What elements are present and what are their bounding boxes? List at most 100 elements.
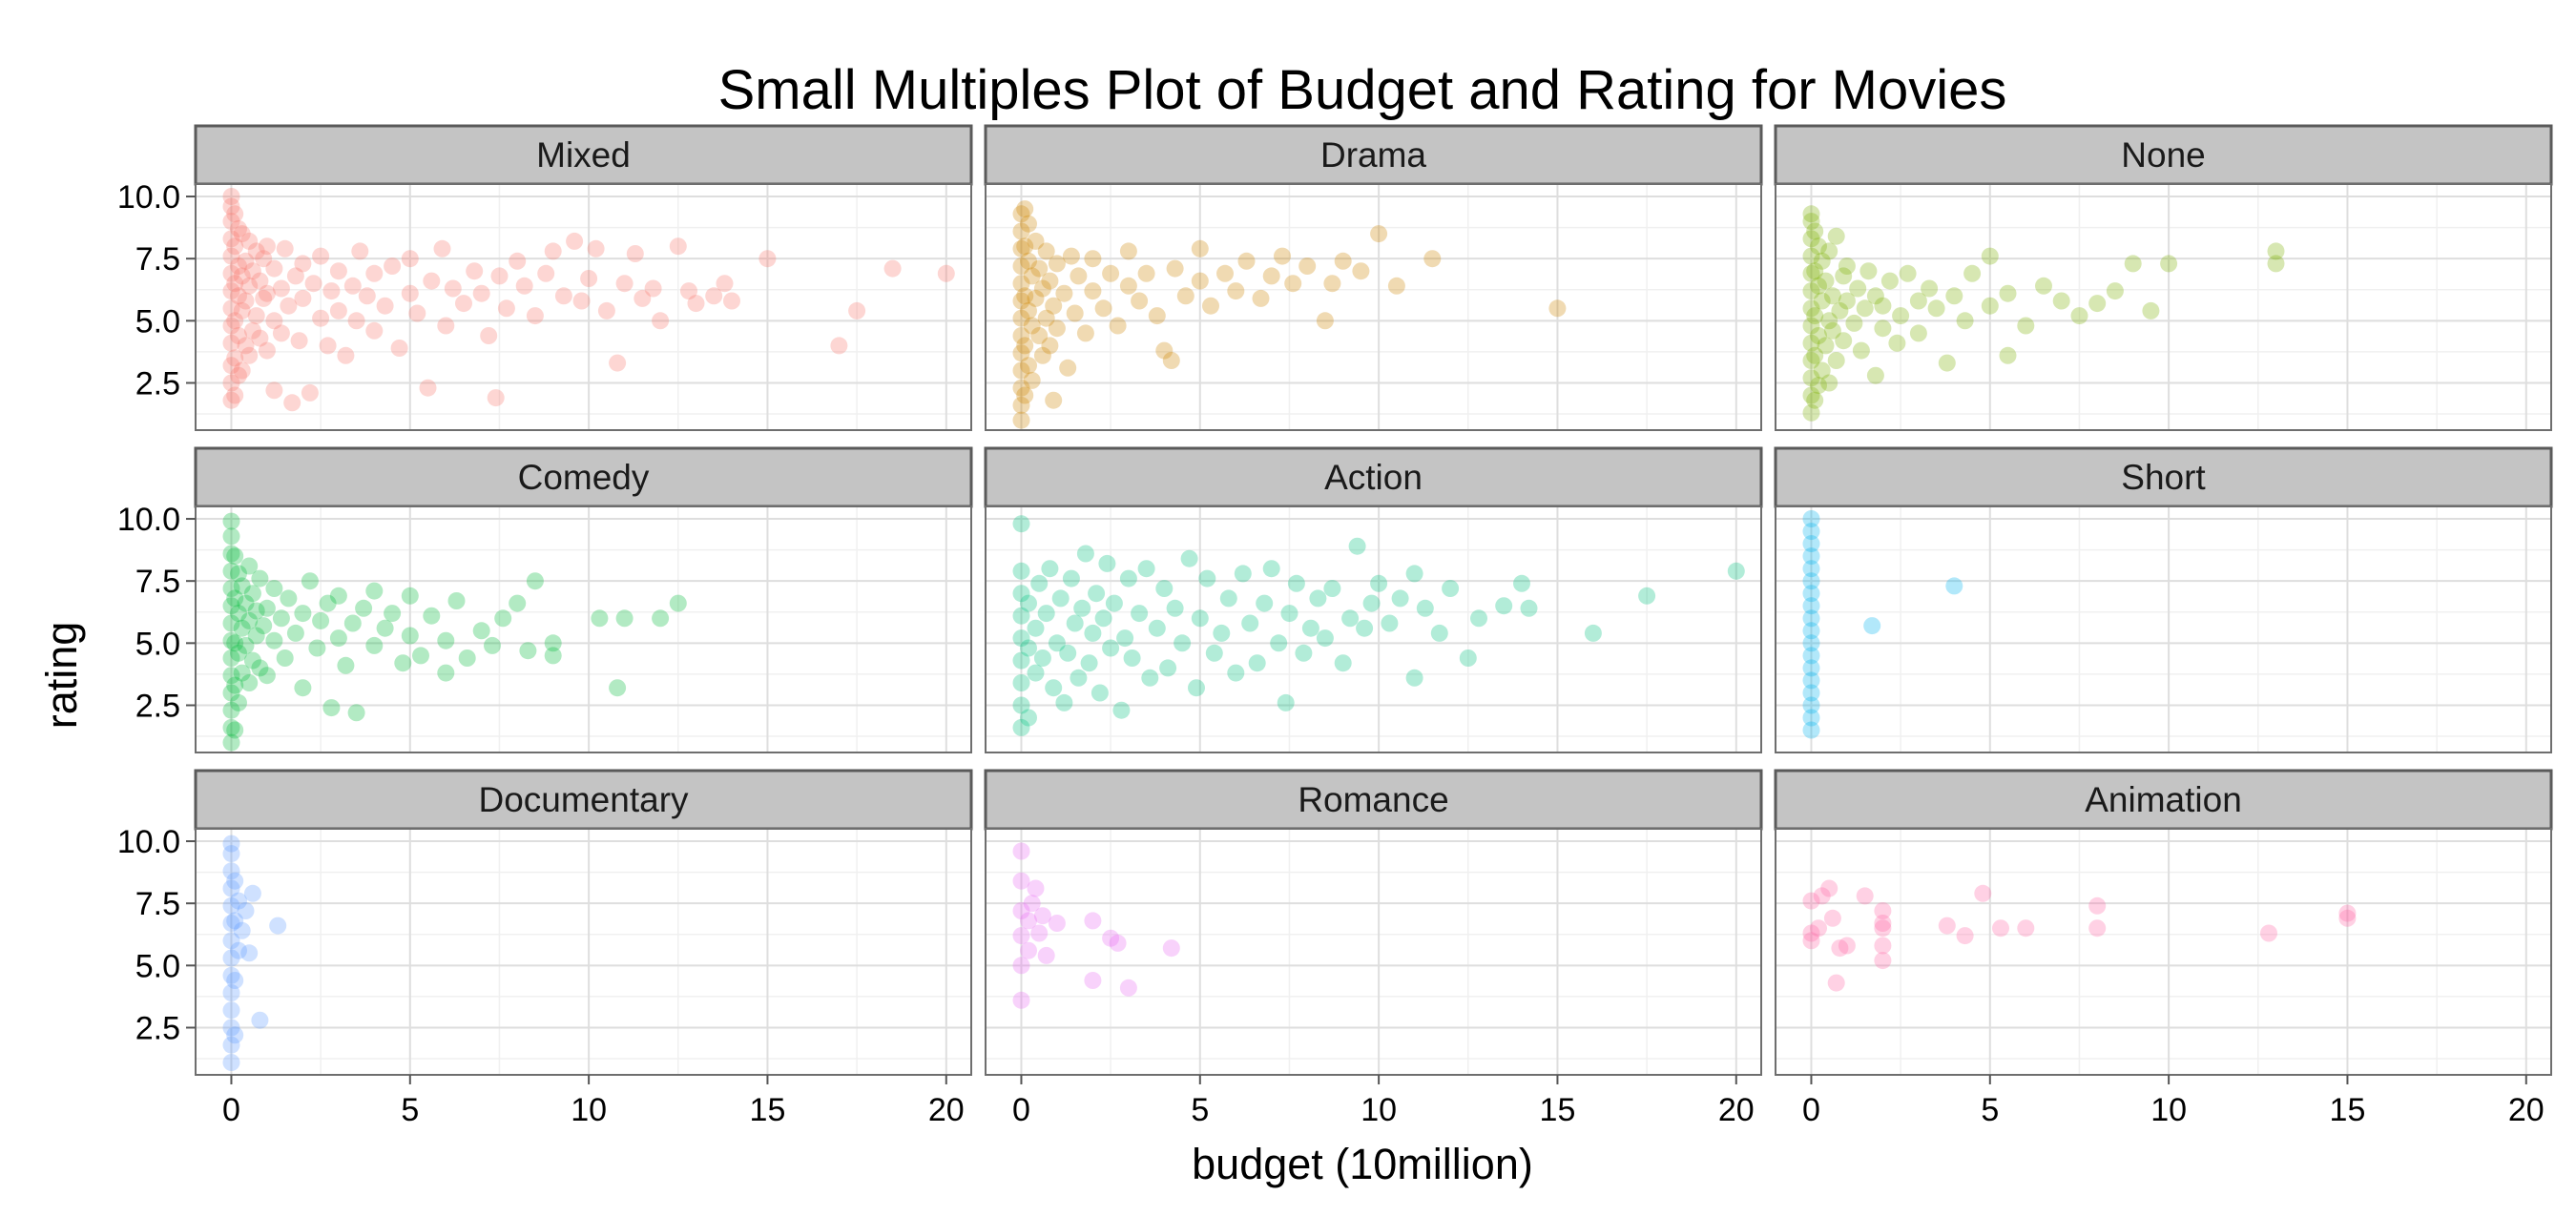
series-points xyxy=(1802,205,2285,422)
data-point xyxy=(222,614,240,632)
data-point xyxy=(1123,649,1141,667)
data-point xyxy=(1956,927,1974,945)
facet-strip-label: Animation xyxy=(2085,780,2242,819)
data-point xyxy=(1030,327,1049,344)
data-point xyxy=(1012,957,1030,975)
data-point xyxy=(243,585,261,603)
data-point xyxy=(1084,972,1102,989)
data-point xyxy=(230,565,247,583)
data-point xyxy=(1838,258,1856,275)
data-point xyxy=(1391,589,1409,608)
data-point xyxy=(1027,289,1045,307)
data-point xyxy=(230,366,247,384)
data-point xyxy=(1141,669,1159,687)
data-point xyxy=(1813,887,1831,905)
data-point xyxy=(401,627,419,645)
data-point xyxy=(1298,258,1317,275)
x-tick-label: 5 xyxy=(401,1092,419,1128)
data-point xyxy=(1301,619,1319,637)
data-point xyxy=(1084,282,1102,300)
data-point xyxy=(1838,292,1856,310)
data-point xyxy=(609,679,627,697)
data-point xyxy=(1548,299,1567,318)
data-point xyxy=(222,667,240,685)
facet-strip-label: None xyxy=(2121,135,2205,175)
data-point xyxy=(1227,664,1245,682)
data-point xyxy=(1405,669,1423,687)
data-point xyxy=(1202,297,1219,315)
data-point xyxy=(226,275,244,293)
data-point xyxy=(1802,535,1820,553)
data-point xyxy=(652,609,670,628)
data-point xyxy=(222,835,240,853)
facet-strip xyxy=(984,446,1763,508)
data-point xyxy=(1927,299,1945,318)
data-point xyxy=(652,312,670,330)
data-point xyxy=(1020,709,1037,727)
data-point xyxy=(265,312,283,330)
data-point xyxy=(237,636,255,654)
data-point xyxy=(1080,654,1098,672)
data-point xyxy=(1999,284,2017,302)
x-tick-label: 5 xyxy=(1981,1092,1999,1128)
data-point xyxy=(1945,287,1963,305)
data-point xyxy=(222,932,240,950)
data-point xyxy=(1205,644,1223,662)
data-point xyxy=(233,577,251,595)
data-point xyxy=(1162,352,1180,369)
data-point xyxy=(1180,549,1198,567)
data-point xyxy=(1045,297,1063,315)
data-point xyxy=(222,282,240,300)
data-point xyxy=(319,337,337,355)
panel-border xyxy=(1775,505,2552,753)
data-point xyxy=(1020,301,1037,319)
data-point xyxy=(258,237,276,256)
data-point xyxy=(1827,352,1845,369)
facet-strip xyxy=(194,769,973,831)
data-point xyxy=(423,607,441,625)
data-point xyxy=(283,394,301,412)
data-point xyxy=(1012,585,1030,603)
facet-strip-label: Documentary xyxy=(478,780,689,819)
data-point xyxy=(251,569,269,587)
data-point xyxy=(472,284,490,302)
data-point xyxy=(1974,884,1992,902)
data-point xyxy=(1109,317,1127,335)
data-point xyxy=(243,884,261,902)
data-point xyxy=(1012,205,1030,223)
x-tick-label: 0 xyxy=(1012,1092,1030,1128)
data-point xyxy=(1012,674,1030,691)
data-point xyxy=(626,245,644,262)
data-point xyxy=(1037,309,1055,327)
data-point xyxy=(222,317,240,335)
data-point xyxy=(1459,649,1477,667)
data-point xyxy=(490,267,509,285)
data-point xyxy=(1012,651,1030,670)
data-point xyxy=(272,609,290,628)
y-tick-label: 5.0 xyxy=(135,626,180,662)
data-point xyxy=(447,592,466,609)
data-point xyxy=(848,301,866,319)
data-point xyxy=(515,277,533,295)
data-point xyxy=(312,309,330,327)
data-point xyxy=(1030,259,1049,278)
data-point xyxy=(1076,545,1094,563)
data-point xyxy=(437,664,455,682)
data-point xyxy=(1727,562,1745,580)
data-point xyxy=(2070,307,2088,325)
data-point xyxy=(226,721,244,739)
data-point xyxy=(1806,391,1824,409)
facet-strip xyxy=(984,124,1763,186)
data-point xyxy=(1037,242,1055,260)
data-point xyxy=(222,562,240,580)
x-tick-label: 0 xyxy=(222,1092,240,1128)
data-point xyxy=(1909,324,1927,342)
data-point xyxy=(1012,718,1030,736)
data-point xyxy=(1131,605,1149,623)
data-point xyxy=(1520,599,1538,617)
data-point xyxy=(1863,617,1881,635)
data-point xyxy=(347,704,365,722)
y-tick-label: 5.0 xyxy=(135,303,180,340)
data-point xyxy=(247,242,265,260)
data-point xyxy=(509,594,527,612)
